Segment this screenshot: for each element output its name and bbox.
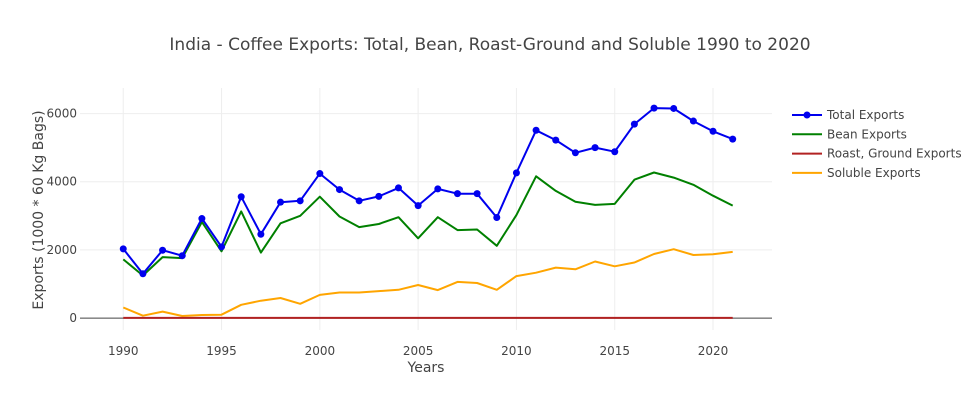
- x-tick-label: 2015: [599, 344, 630, 358]
- total-exports-point[interactable]: [277, 198, 285, 206]
- total-exports-point[interactable]: [709, 127, 717, 135]
- total-exports-point[interactable]: [178, 252, 186, 260]
- total-exports-point[interactable]: [493, 214, 501, 222]
- total-exports-point[interactable]: [355, 197, 363, 205]
- total-exports-point[interactable]: [375, 192, 383, 200]
- legend[interactable]: Total Exports Bean Exports Roast, Ground E…: [792, 108, 962, 180]
- total-exports-point[interactable]: [453, 190, 461, 198]
- total-exports-point[interactable]: [139, 270, 147, 278]
- x-tick-label: 2005: [403, 344, 434, 358]
- total-exports-point[interactable]: [414, 202, 422, 210]
- total-exports-point[interactable]: [611, 148, 619, 156]
- total-exports-point[interactable]: [670, 104, 678, 112]
- legend-item-total-exports[interactable]: Total Exports: [792, 108, 904, 122]
- tick-layer: 1990 1995 2000 2005 2010 2015 2020 0 2000 4000 600…: [46, 107, 728, 358]
- total-exports-point[interactable]: [119, 245, 127, 253]
- total-exports-point[interactable]: [512, 169, 520, 177]
- legend-label: Bean Exports: [827, 127, 907, 141]
- y-tick-label: 2000: [46, 243, 77, 257]
- total-exports-point[interactable]: [729, 135, 737, 143]
- total-exports-point[interactable]: [689, 117, 697, 125]
- y-tick-label: 6000: [46, 107, 77, 121]
- soluble-exports-line[interactable]: [122, 248, 733, 317]
- legend-item-roast-ground-exports[interactable]: Roast, Ground Exports: [792, 147, 962, 161]
- bean-exports-line[interactable]: [122, 171, 734, 277]
- x-tick-label: 2010: [501, 344, 532, 358]
- total-exports-point[interactable]: [571, 149, 579, 157]
- total-exports-point[interactable]: [591, 144, 599, 152]
- total-exports-point[interactable]: [532, 126, 540, 134]
- total-exports-point[interactable]: [473, 190, 481, 198]
- x-tick-label: 1990: [108, 344, 139, 358]
- y-tick-label: 4000: [46, 175, 77, 189]
- grid-layer: [80, 88, 772, 330]
- total-exports-point[interactable]: [316, 170, 324, 178]
- series-layer: [119, 104, 737, 319]
- total-exports-point[interactable]: [257, 230, 265, 238]
- y-tick-label: 0: [69, 311, 77, 325]
- total-exports-line[interactable]: [122, 107, 734, 275]
- x-tick-label: 1995: [206, 344, 237, 358]
- total-exports-point[interactable]: [237, 193, 245, 201]
- total-exports-point[interactable]: [336, 186, 343, 194]
- total-exports-point[interactable]: [198, 215, 206, 223]
- x-tick-label: 2020: [698, 344, 729, 358]
- total-exports-point[interactable]: [296, 197, 304, 205]
- x-tick-label: 2000: [305, 344, 336, 358]
- legend-label: Soluble Exports: [827, 166, 921, 180]
- total-exports-point[interactable]: [394, 184, 402, 192]
- total-exports-point[interactable]: [650, 104, 658, 112]
- total-exports-point[interactable]: [552, 136, 560, 144]
- legend-item-soluble-exports[interactable]: Soluble Exports: [792, 166, 921, 180]
- total-exports-point[interactable]: [218, 243, 226, 251]
- legend-item-bean-exports[interactable]: Bean Exports: [792, 127, 907, 141]
- y-axis-label: Exports (1000 * 60 Kg Bags): [31, 110, 47, 309]
- total-exports-point[interactable]: [630, 120, 638, 128]
- total-exports-point[interactable]: [159, 246, 167, 254]
- x-axis-label: Years: [407, 360, 445, 376]
- total-exports-point[interactable]: [434, 185, 442, 193]
- legend-label: Total Exports: [826, 108, 904, 122]
- legend-marker: [803, 111, 811, 119]
- legend-label: Roast, Ground Exports: [827, 147, 962, 161]
- chart-title: India - Coffee Exports: Total, Bean, Roa…: [169, 35, 810, 55]
